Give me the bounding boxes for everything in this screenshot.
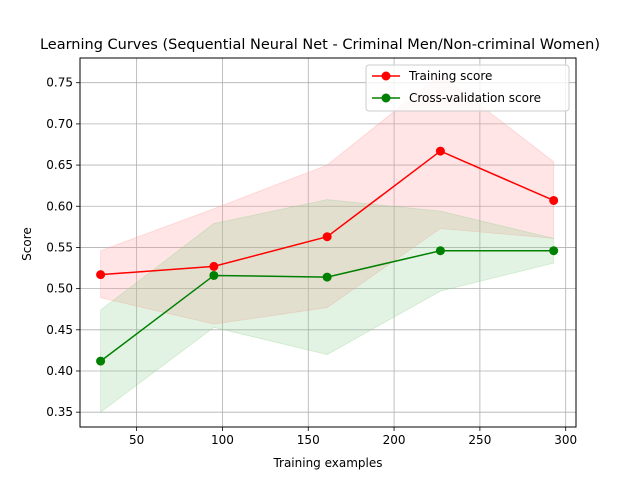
x-tick-label: 200 <box>383 433 406 447</box>
x-tick-label: 50 <box>129 433 144 447</box>
legend-box <box>365 64 570 112</box>
series-markers <box>96 146 559 366</box>
x-tick-label: 100 <box>211 433 234 447</box>
y-tick-label: 0.35 <box>46 405 73 419</box>
plot-frame <box>79 57 577 428</box>
legend: Training score Cross-validation score <box>365 64 570 112</box>
training-score-point <box>435 146 445 156</box>
x-tick-label: 250 <box>468 433 491 447</box>
cross-validation-score-point <box>549 246 559 256</box>
legend-label-cross-validation: Cross-validation score <box>409 91 541 105</box>
y-tick-label: 0.70 <box>46 117 73 131</box>
grid-lines <box>80 58 576 427</box>
chart-title: Learning Curves (Sequential Neural Net -… <box>40 37 600 53</box>
legend-marker-cross-validation <box>381 93 391 103</box>
y-tick-label: 0.65 <box>46 158 73 172</box>
legend-marker-training <box>381 71 391 81</box>
training-score-point <box>322 232 332 242</box>
cross-validation-score-point <box>209 270 219 280</box>
training-score-point <box>209 261 219 271</box>
y-tick-label: 0.55 <box>46 240 73 254</box>
training-score-point <box>96 270 106 280</box>
x-tick-label: 150 <box>297 433 320 447</box>
cross-validation-score-point <box>435 246 445 256</box>
y-tick-label: 0.50 <box>46 282 73 296</box>
x-tick-label: 300 <box>554 433 577 447</box>
y-tick-label: 0.45 <box>46 323 73 337</box>
training-score-band <box>100 73 555 325</box>
y-axis-ticks: 0.35 0.40 0.45 0.50 0.55 0.60 0.65 0.70 0.75 <box>46 76 80 419</box>
y-tick-label: 0.40 <box>46 364 73 378</box>
x-axis-label: Training examples <box>272 456 382 470</box>
cross-validation-score-point <box>96 356 106 366</box>
x-axis-ticks: 50 100 150 200 250 300 <box>129 427 577 447</box>
training-score-point <box>549 195 559 205</box>
y-axis-label: Score <box>20 227 34 261</box>
cross-validation-score-point <box>322 272 332 282</box>
legend-label-training: Training score <box>408 69 492 83</box>
y-tick-label: 0.75 <box>46 76 73 90</box>
y-tick-label: 0.60 <box>46 199 73 213</box>
